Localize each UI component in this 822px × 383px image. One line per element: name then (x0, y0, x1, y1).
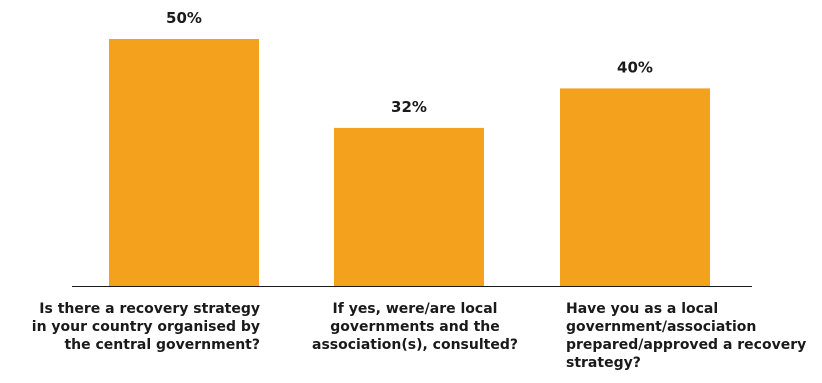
category-label-recovery-strategy-central: Is there a recovery strategy in your cou… (31, 301, 260, 353)
category-label-local-governments-consulted: If yes, were/are local governments and t… (312, 301, 518, 353)
bar-1 (109, 39, 259, 286)
bar-2 (334, 127, 484, 286)
value-label-3: 40% (617, 58, 653, 76)
value-label-2: 32% (391, 98, 427, 116)
value-labels-layer: 50% 32% 40% (166, 9, 653, 116)
bar-3 (560, 88, 710, 287)
value-label-1: 50% (166, 9, 202, 27)
bars-layer (109, 39, 710, 287)
category-label-local-strategy-approved: Have you as a local government/associati… (566, 301, 807, 371)
